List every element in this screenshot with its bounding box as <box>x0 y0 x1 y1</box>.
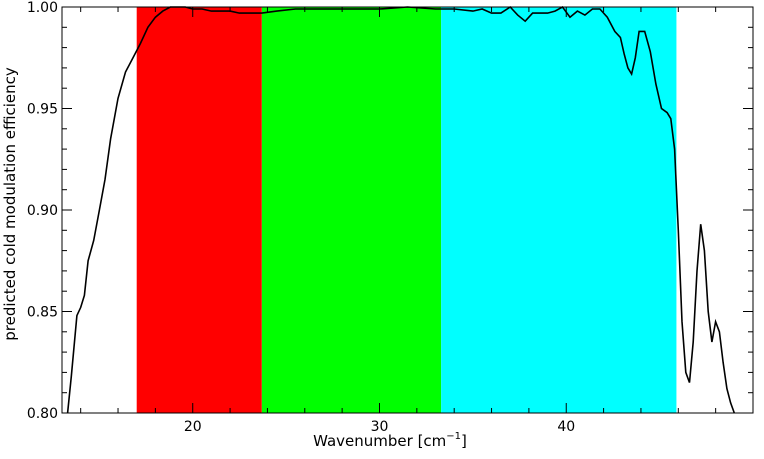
x-tick-label: 20 <box>184 419 202 435</box>
highlight-bands <box>136 7 677 413</box>
x-tick-label: 40 <box>557 419 575 435</box>
x-tick-label: 30 <box>371 419 389 435</box>
band-2 <box>261 7 442 413</box>
y-tick-label: 1.00 <box>27 0 58 16</box>
x-axis-title: Wavenumber [cm−1] <box>313 431 467 450</box>
y-tick-label: 0.80 <box>27 406 58 422</box>
band-1 <box>136 7 262 413</box>
y-tick-label: 0.90 <box>27 203 58 219</box>
y-tick-label: 0.95 <box>27 102 58 118</box>
band-3 <box>441 7 677 413</box>
y-tick-label: 0.85 <box>27 305 58 321</box>
y-axis-ticks: 0.80 0.85 0.90 0.95 1.00 <box>27 0 753 422</box>
y-axis-title: predicted cold modulation efficiency <box>1 67 19 341</box>
efficiency-series-line <box>66 5 736 414</box>
x-axis-ticks: 20 30 40 <box>80 7 754 435</box>
